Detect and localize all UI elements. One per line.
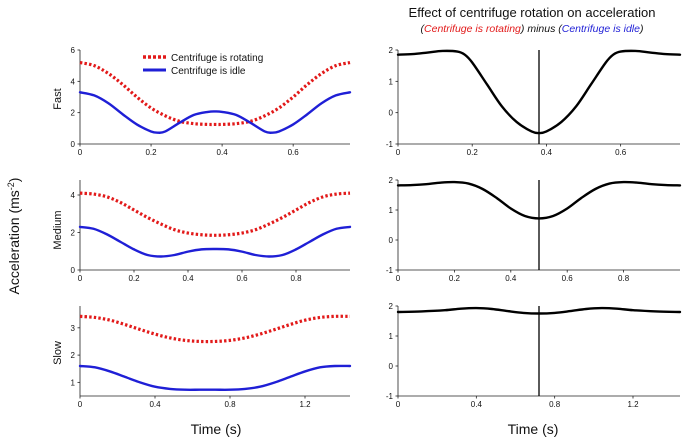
legend: Centrifuge is rotating Centrifuge is idl… (143, 53, 263, 77)
x-tick-label: 0.8 (549, 400, 561, 409)
x-tick-label: 0.4 (182, 274, 194, 283)
series-line-rotating-left-slow (79, 314, 351, 344)
figure-subtitle: (Centrifuge is rotating) minus (Centrifu… (421, 23, 644, 35)
y-tick-label: 3 (71, 324, 76, 333)
y-tick-label: 0 (389, 109, 394, 118)
y-tick-label: -1 (386, 392, 394, 401)
x-tick-label: 0 (78, 400, 83, 409)
x-tick-label: 0.4 (541, 148, 553, 157)
series-line-rotating-left-medium (79, 191, 351, 237)
series-line-idle-left-fast (78, 91, 352, 134)
y-tick-label: 1 (71, 378, 76, 387)
x-tick-label: 0.4 (505, 274, 517, 283)
y-tick-label: 2 (71, 351, 76, 360)
subtitle-mid: ) minus ( (519, 23, 563, 35)
panel-left-slow: 1 2 3 0 0.4 0.8 1.2 (71, 306, 352, 409)
y-tick-label: 0 (71, 140, 76, 149)
x-tick-label: 0.6 (288, 148, 300, 157)
legend-rotating-label: Centrifuge is rotating (171, 53, 263, 64)
legend-idle-label: Centrifuge is idle (171, 66, 246, 77)
y-axis-label-close: ) (6, 178, 22, 183)
figure-title: Effect of centrifuge rotation on acceler… (409, 5, 656, 20)
x-tick-label: 1.2 (299, 400, 311, 409)
y-tick-label: 0 (389, 362, 394, 371)
subtitle-rotating: Centrifuge is rotating (424, 23, 521, 35)
series-line-rotating-left-fast (79, 60, 351, 127)
y-axis-label: Acceleration (ms-2) (6, 178, 22, 295)
y-tick-label: 2 (389, 302, 394, 311)
x-tick-label: 0.2 (449, 274, 461, 283)
y-tick-label: 1 (389, 206, 394, 215)
series-line-idle-left-medium (78, 225, 352, 258)
x-tick-label: 0 (396, 274, 401, 283)
x-tick-label: 0.8 (290, 274, 302, 283)
y-tick-label: 1 (389, 332, 394, 341)
y-tick-label: -1 (386, 266, 394, 275)
y-tick-label: 0 (389, 236, 394, 245)
y-tick-label: -1 (386, 140, 394, 149)
row-label-slow: Slow (52, 341, 64, 365)
y-tick-label: 2 (389, 176, 394, 185)
series-line-difference-right-medium (396, 180, 682, 220)
row-label-medium: Medium (52, 210, 64, 249)
series-line-difference-right-slow (396, 306, 682, 315)
x-tick-label: 0 (78, 274, 83, 283)
x-tick-label: 0.8 (618, 274, 630, 283)
y-tick-label: 2 (389, 46, 394, 55)
subtitle-idle: Centrifuge is idle (562, 23, 640, 35)
y-axis-label-main: Acceleration (ms (6, 190, 22, 294)
panel-left-medium: 0 2 4 0 0.2 0.4 0.6 0.8 (71, 180, 352, 283)
x-tick-label: 0.6 (615, 148, 627, 157)
x-tick-label: 0.6 (236, 274, 248, 283)
y-tick-label: 2 (71, 229, 76, 238)
x-tick-label: 0 (396, 400, 401, 409)
x-tick-label: 0.4 (149, 400, 161, 409)
x-tick-label: 0.2 (128, 274, 140, 283)
y-tick-label: 0 (71, 266, 76, 275)
y-tick-label: 6 (71, 46, 76, 55)
panel-left-fast: 0 2 4 6 0 0.2 0.4 0.6 (71, 46, 352, 157)
y-tick-label: 1 (389, 77, 394, 86)
y-tick-label: 2 (71, 109, 76, 118)
series-line-idle-left-slow (78, 364, 352, 391)
row-label-fast: Fast (52, 88, 64, 109)
x-tick-label: 0.2 (145, 148, 157, 157)
x-tick-label: 0 (396, 148, 401, 157)
y-axis-label-sup: -2 (6, 182, 16, 190)
x-tick-label: 0.4 (471, 400, 483, 409)
x-tick-label: 0.2 (467, 148, 479, 157)
x-tick-label: 0.6 (562, 274, 574, 283)
x-tick-label: 0 (78, 148, 83, 157)
y-tick-label: 4 (71, 77, 76, 86)
x-tick-label: 0.4 (217, 148, 229, 157)
y-tick-label: 4 (71, 191, 76, 200)
x-tick-label: 1.2 (627, 400, 639, 409)
x-tick-label: 0.8 (224, 400, 236, 409)
series-line-difference-right-fast (396, 49, 682, 135)
x-axis-label-left: Time (s) (191, 421, 242, 437)
subtitle-close: ) (638, 23, 644, 35)
x-axis-label-right: Time (s) (508, 421, 559, 437)
subtitle-open: ( (421, 23, 426, 35)
